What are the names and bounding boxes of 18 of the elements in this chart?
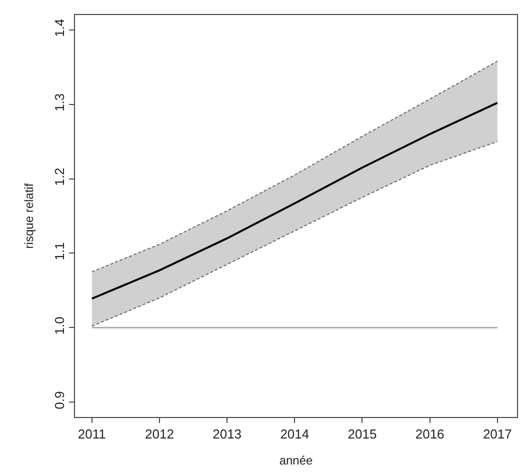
y-tick-label: 1.3 [52,93,67,112]
x-tick-label: 2011 [78,426,106,442]
x-axis-title: année [279,454,314,468]
x-tick-label: 2015 [348,426,377,442]
x-tick-label: 2016 [415,426,444,442]
x-tick-label: 2012 [145,426,174,442]
line-series [91,60,498,272]
line-series [91,141,498,327]
y-tick-label: 1.2 [52,168,67,186]
y-tick-label: 1.0 [52,316,67,335]
line-series [90,102,498,300]
x-tick-label: 2014 [280,426,310,442]
y-tick-label: 1.4 [52,18,67,37]
y-tick-label: 0.9 [52,391,67,410]
x-tick-label: 2017 [482,426,512,442]
y-axis-title: risque relatif [22,182,36,249]
x-tick-label: 2013 [212,426,242,442]
y-tick-label: 1.1 [52,242,67,260]
